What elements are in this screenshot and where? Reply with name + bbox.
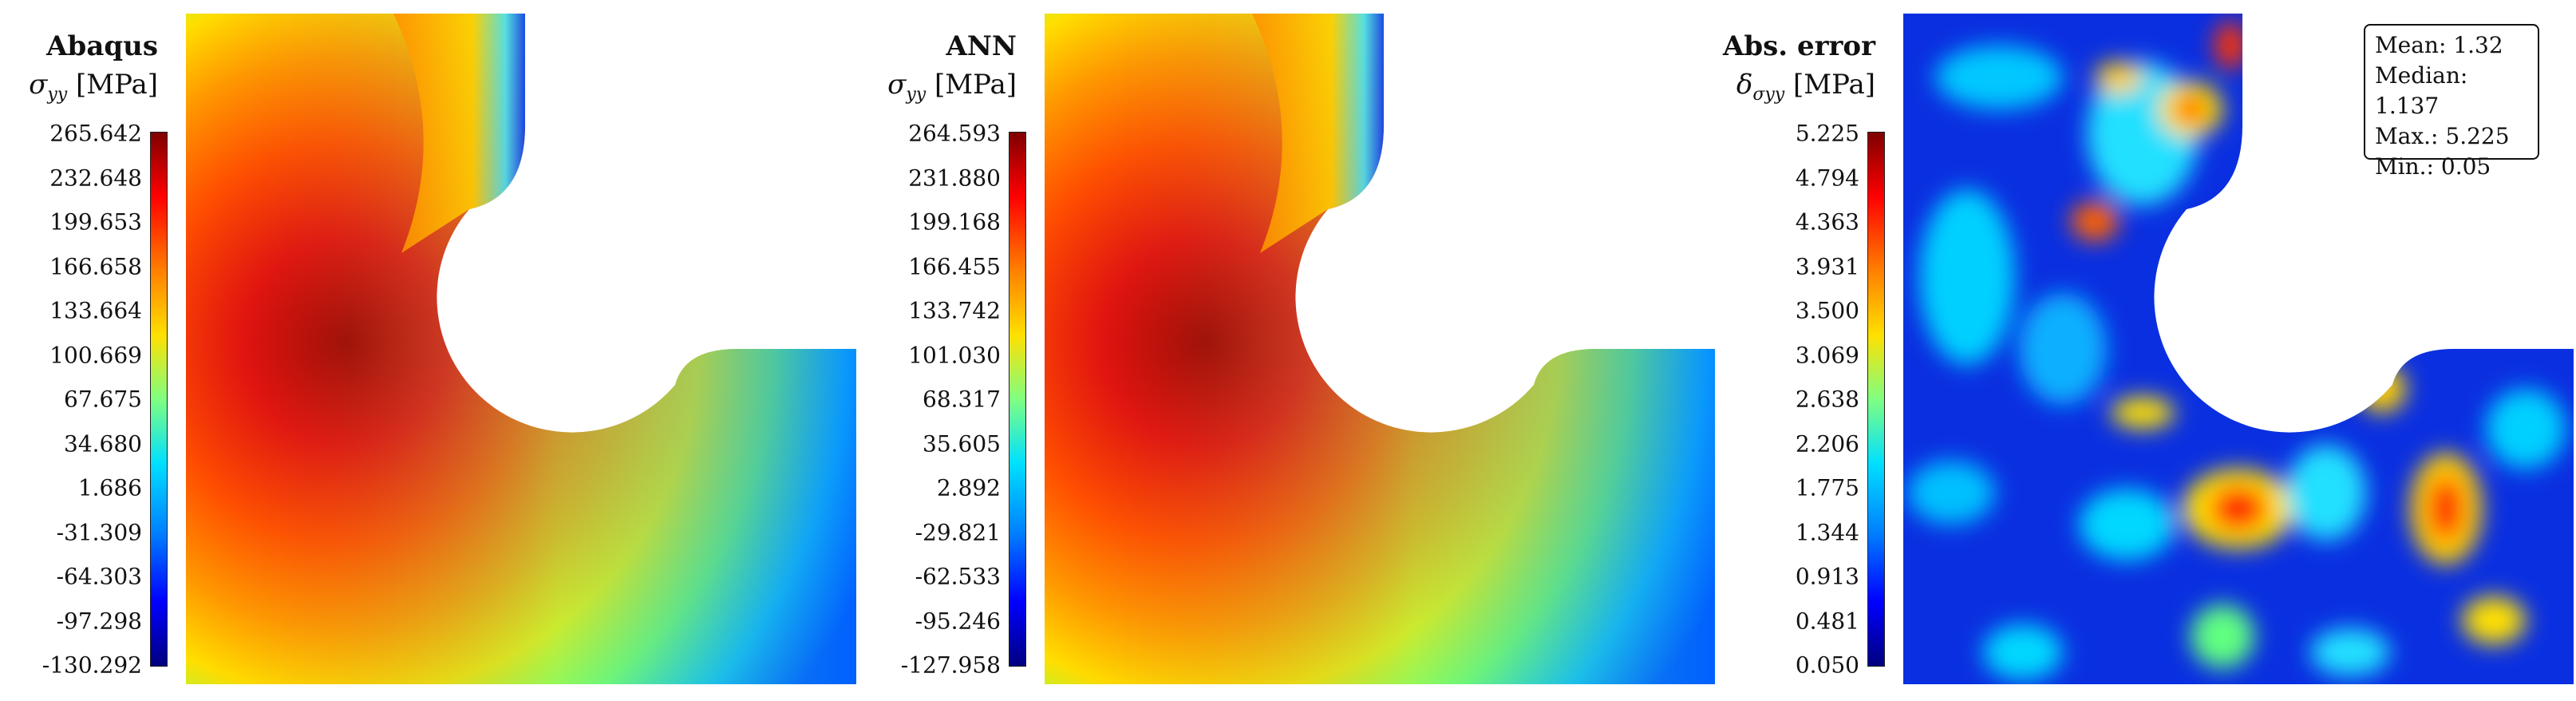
variable-subscript: yy bbox=[906, 84, 926, 105]
colorbar bbox=[1009, 132, 1026, 667]
variable-unit: [MPa] bbox=[1793, 69, 1875, 101]
variable-subscript: yy bbox=[47, 84, 68, 105]
colorbar-tick-label: 1.686 bbox=[77, 474, 142, 501]
colorbar-tick-label: -127.958 bbox=[900, 651, 1001, 679]
panel-abs-error: Abs. error δσyy [MPa] bbox=[1717, 0, 2576, 701]
colorbar-tick-label: 1.775 bbox=[1795, 474, 1859, 501]
panel-abaqus: Abaqus σyy [MPa] bbox=[0, 0, 859, 701]
colorbar bbox=[150, 132, 168, 667]
colorbar-tick-label: 2.638 bbox=[1795, 386, 1859, 413]
stress-field-ann bbox=[1045, 14, 1715, 684]
colorbar-tick-label: -95.246 bbox=[915, 608, 1001, 634]
colorbar-tick-label: 0.913 bbox=[1795, 563, 1859, 590]
colorbar-tick-label: 0.481 bbox=[1795, 608, 1859, 634]
variable-unit: [MPa] bbox=[934, 69, 1017, 101]
colorbar-tick-label: -130.292 bbox=[41, 651, 142, 679]
colorbar-tick-label: 199.653 bbox=[49, 208, 142, 236]
stat-min: Min.: 0.05 bbox=[2375, 153, 2491, 180]
error-field bbox=[1903, 14, 2574, 684]
colorbar-tick-label: 2.892 bbox=[936, 474, 1001, 501]
stat-median: Median: 1.137 bbox=[2375, 62, 2468, 119]
colorbar-tick-label: 133.664 bbox=[49, 297, 142, 324]
variable-subscript: σyy bbox=[1752, 84, 1785, 105]
stat-mean: Mean: 1.32 bbox=[2375, 32, 2503, 58]
variable-symbol: δ bbox=[1736, 69, 1753, 101]
variable-symbol: σ bbox=[29, 69, 48, 101]
colorbar-tick-label: -62.533 bbox=[915, 563, 1001, 590]
colorbar-tick-label: 4.794 bbox=[1795, 164, 1859, 191]
colorbar-tick-label: 232.648 bbox=[49, 164, 142, 191]
colorbar-tick-label: 231.880 bbox=[908, 164, 1001, 191]
colorbar-tick-label: 67.675 bbox=[64, 386, 142, 413]
colorbar-tick-label: 265.642 bbox=[49, 120, 142, 147]
panel-title: Abaqus bbox=[46, 30, 158, 62]
colorbar-tick-label: 2.206 bbox=[1795, 430, 1859, 457]
panel-title: ANN bbox=[946, 30, 1017, 62]
error-statistics-box: Mean: 1.32 Median: 1.137 Max.: 5.225 Min… bbox=[2364, 24, 2539, 180]
colorbar-tick-label: 199.168 bbox=[908, 208, 1001, 236]
panel-ann: ANN σyy [MPa] bbox=[859, 0, 1717, 701]
colorbar-tick-label: 133.742 bbox=[908, 297, 1001, 324]
colorbar-tick-label: 264.593 bbox=[908, 120, 1001, 147]
colorbar-tick-label: 0.050 bbox=[1795, 651, 1859, 679]
variable-unit: [MPa] bbox=[76, 69, 158, 101]
colorbar-tick-label: -31.309 bbox=[56, 519, 142, 545]
colorbar-tick-label: 68.317 bbox=[923, 386, 1001, 413]
variable-label: σyy [MPa] bbox=[29, 69, 158, 105]
colorbar-tick-label: -64.303 bbox=[56, 563, 142, 590]
colorbar-tick-label: -29.821 bbox=[915, 519, 1001, 545]
colorbar-tick-label: 35.605 bbox=[923, 430, 1001, 457]
variable-label: δσyy [MPa] bbox=[1736, 69, 1875, 105]
colorbar-tick-label: 1.344 bbox=[1795, 519, 1859, 545]
colorbar bbox=[1867, 132, 1885, 667]
colorbar-tick-label: -97.298 bbox=[56, 608, 142, 634]
stress-field-abaqus bbox=[186, 14, 856, 684]
colorbar-tick-label: 166.658 bbox=[49, 253, 142, 279]
colorbar-tick-label: 101.030 bbox=[908, 342, 1001, 368]
variable-symbol: σ bbox=[887, 69, 907, 101]
colorbar-tick-label: 34.680 bbox=[64, 430, 142, 457]
colorbar-tick-label: 5.225 bbox=[1795, 120, 1859, 147]
stat-max: Max.: 5.225 bbox=[2375, 123, 2510, 149]
panel-title: Abs. error bbox=[1722, 30, 1875, 62]
colorbar-tick-label: 166.455 bbox=[908, 253, 1001, 279]
colorbar-tick-label: 3.931 bbox=[1795, 253, 1859, 279]
colorbar-tick-label: 100.669 bbox=[49, 342, 142, 368]
colorbar-tick-label: 3.069 bbox=[1795, 342, 1859, 368]
variable-label: σyy [MPa] bbox=[887, 69, 1017, 105]
colorbar-tick-label: 4.363 bbox=[1795, 208, 1859, 236]
colorbar-tick-label: 3.500 bbox=[1795, 297, 1859, 324]
